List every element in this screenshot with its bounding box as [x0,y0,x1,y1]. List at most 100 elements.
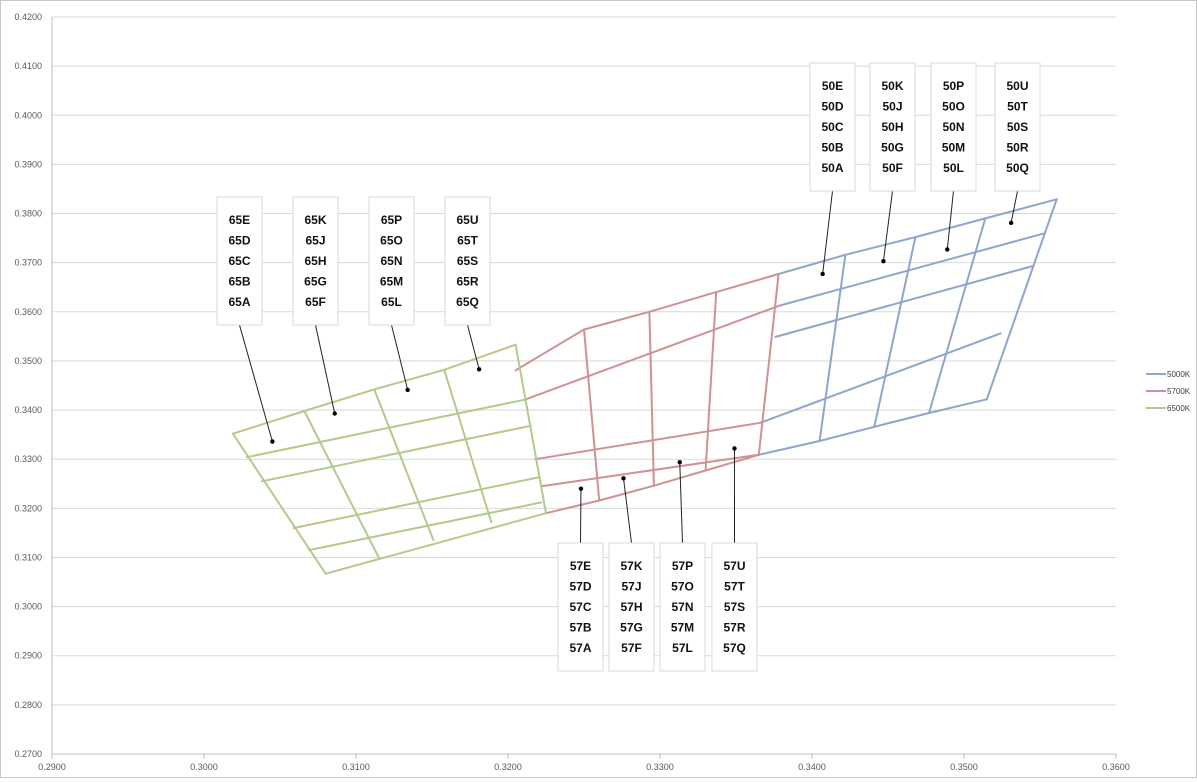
bin-code-label: 50L [943,161,964,175]
bin-marker-point [1009,221,1013,225]
x-tick-label: 0.3200 [494,762,522,772]
bin-code-label: 50E [822,79,843,93]
bin-code-label: 57S [724,600,745,614]
bin-marker-point [477,367,481,371]
legend-label-6500k: 6500K [1167,404,1191,413]
bin-code-label: 57Q [723,641,746,655]
bin-code-label: 65D [228,234,250,248]
bin-code-label: 65H [304,254,326,268]
y-tick-label: 0.4000 [14,110,42,120]
bin-marker-point [678,460,682,464]
bin-code-label: 57O [671,580,694,594]
y-tick-label: 0.3200 [14,503,42,513]
bin-code-label: 50O [942,100,965,114]
bin-code-label: 57G [620,621,643,635]
bin-code-label: 57K [620,559,642,573]
bin-code-label: 57A [569,641,591,655]
y-tick-label: 0.3600 [14,307,42,317]
bin-code-label: 57N [671,600,693,614]
y-tick-label: 0.3800 [14,209,42,219]
bin-code-label: 50M [942,141,965,155]
y-tick-label: 0.2900 [14,651,42,661]
bin-label-box: 57E 57D 57C 57B 57A [558,543,603,671]
bin-code-label: 65P [381,213,402,227]
bin-marker-point [270,439,274,443]
y-tick-label: 0.3100 [14,552,42,562]
bin-code-label: 65K [304,213,326,227]
bin-code-label: 65A [228,295,250,309]
bin-marker-point [945,247,949,251]
bin-code-label: 57B [569,621,591,635]
bin-code-label: 50G [881,141,904,155]
bin-marker-point [881,259,885,263]
bin-marker-point [405,388,409,392]
bin-code-label: 57C [569,600,591,614]
bin-code-label: 50R [1006,141,1028,155]
bin-code-label: 50U [1006,79,1028,93]
bin-code-label: 65R [456,275,478,289]
bin-marker-point [732,446,736,450]
y-tick-label: 0.3000 [14,602,42,612]
y-tick-label: 0.4200 [14,12,42,22]
y-tick-label: 0.3900 [14,159,42,169]
x-tick-label: 0.3400 [798,762,826,772]
y-tick-label: 0.2700 [14,749,42,759]
bin-code-label: 57P [672,559,693,573]
y-tick-label: 0.4100 [14,61,42,71]
x-tick-label: 0.3600 [1102,762,1130,772]
bin-code-label: 50J [882,100,902,114]
y-tick-label: 0.3300 [14,454,42,464]
bin-code-label: 65O [380,234,403,248]
bin-code-label: 50P [943,79,964,93]
bin-code-label: 57L [672,641,693,655]
bin-code-label: 65S [457,254,478,268]
bin-label-box: 57K 57J 57H 57G 57F [609,543,654,671]
bin-code-label: 57U [723,559,745,573]
bin-code-label: 50A [821,161,843,175]
bin-marker-point [333,411,337,415]
bin-marker-point [621,476,625,480]
bin-code-label: 65E [229,213,250,227]
bin-label-box: 57P 57O 57N 57M 57L [660,543,705,671]
bin-label-box: 65E 65D 65C 65B 65A [217,197,262,325]
bin-code-label: 65M [380,275,403,289]
bin-marker-point [820,272,824,276]
bin-code-label: 50D [821,100,843,114]
x-tick-label: 0.3300 [646,762,674,772]
bin-code-label: 50K [881,79,903,93]
bin-code-label: 57M [671,621,694,635]
bin-code-label: 57J [621,580,641,594]
bin-code-label: 65C [228,254,250,268]
bin-label-box: 50K 50J 50H 50G 50F [870,63,915,191]
bin-marker-point [579,486,583,490]
bin-code-label: 65B [228,275,250,289]
bin-code-label: 50T [1007,100,1028,114]
bin-code-label: 65Q [456,295,479,309]
x-tick-label: 0.3100 [342,762,370,772]
bin-code-label: 65U [456,213,478,227]
x-tick-label: 0.3500 [950,762,978,772]
bin-code-label: 50H [881,120,903,134]
bin-code-label: 57H [620,600,642,614]
bin-code-label: 50Q [1006,161,1029,175]
bin-code-label: 57F [621,641,642,655]
bin-code-label: 65F [305,295,326,309]
bin-code-label: 57T [724,580,745,594]
x-tick-label: 0.3000 [190,762,218,772]
bin-code-label: 57E [570,559,591,573]
bin-code-label: 50B [821,141,843,155]
bin-code-label: 50F [882,161,903,175]
bin-code-label: 65J [305,234,325,248]
y-tick-label: 0.3700 [14,258,42,268]
bin-code-label: 57D [569,580,591,594]
legend-label-5700k: 5700K [1167,387,1191,396]
legend-label-5000k: 5000K [1167,370,1191,379]
